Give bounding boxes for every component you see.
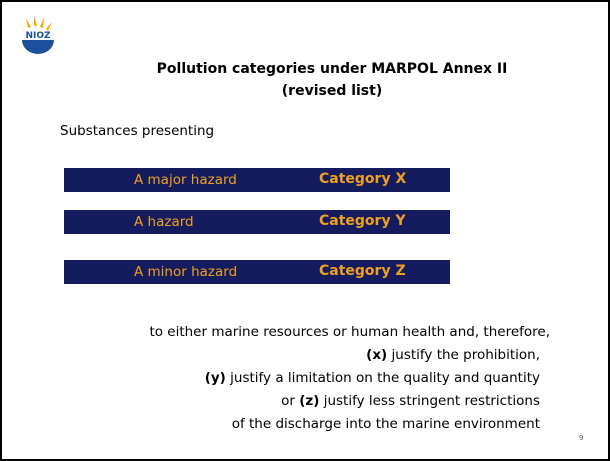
- logo-base: [22, 40, 54, 54]
- intro: Substances presenting: [60, 123, 215, 139]
- item-label: (y): [204, 370, 226, 386]
- body-line: or (z) justify less stringent restrictio…: [281, 393, 540, 409]
- category: Category X: [319, 171, 407, 187]
- category-bar: A minor hazard Category Z: [64, 260, 450, 284]
- line-text: justify the prohibition,: [387, 347, 541, 363]
- logo-rays: [20, 15, 52, 32]
- category-bar: A major hazard Category X: [64, 168, 450, 192]
- category: Category Y: [319, 213, 406, 229]
- logo-text: NIOZ: [25, 31, 51, 41]
- title-line: Pollution categories under MARPOL Annex …: [156, 61, 508, 77]
- page-number: 9: [579, 434, 584, 442]
- line-text: of the discharge into the marine environ…: [231, 416, 540, 432]
- line-text: justify less stringent restrictions: [319, 393, 540, 409]
- body-line: to either marine resources or human heal…: [149, 324, 550, 340]
- logo: NIOZ: [20, 15, 54, 54]
- body-line: (y) justify a limitation on the quality …: [205, 370, 540, 386]
- body-line: of the discharge into the marine environ…: [232, 416, 540, 432]
- body-line: (x) justify the prohibition,: [366, 347, 540, 363]
- title-line: (revised list): [281, 83, 383, 99]
- hazard: A minor hazard: [134, 264, 238, 280]
- line-text: justify a limitation on the quality and …: [225, 370, 540, 386]
- item-label: (z): [299, 393, 320, 409]
- hazard: A major hazard: [134, 172, 237, 188]
- line-text: to either marine resources or human heal…: [149, 324, 550, 340]
- line-text: or: [281, 393, 300, 409]
- category: Category Z: [319, 263, 406, 279]
- item-label: (x): [366, 347, 388, 363]
- hazard: A hazard: [134, 214, 194, 230]
- category-bar: A hazard Category Y: [64, 210, 450, 234]
